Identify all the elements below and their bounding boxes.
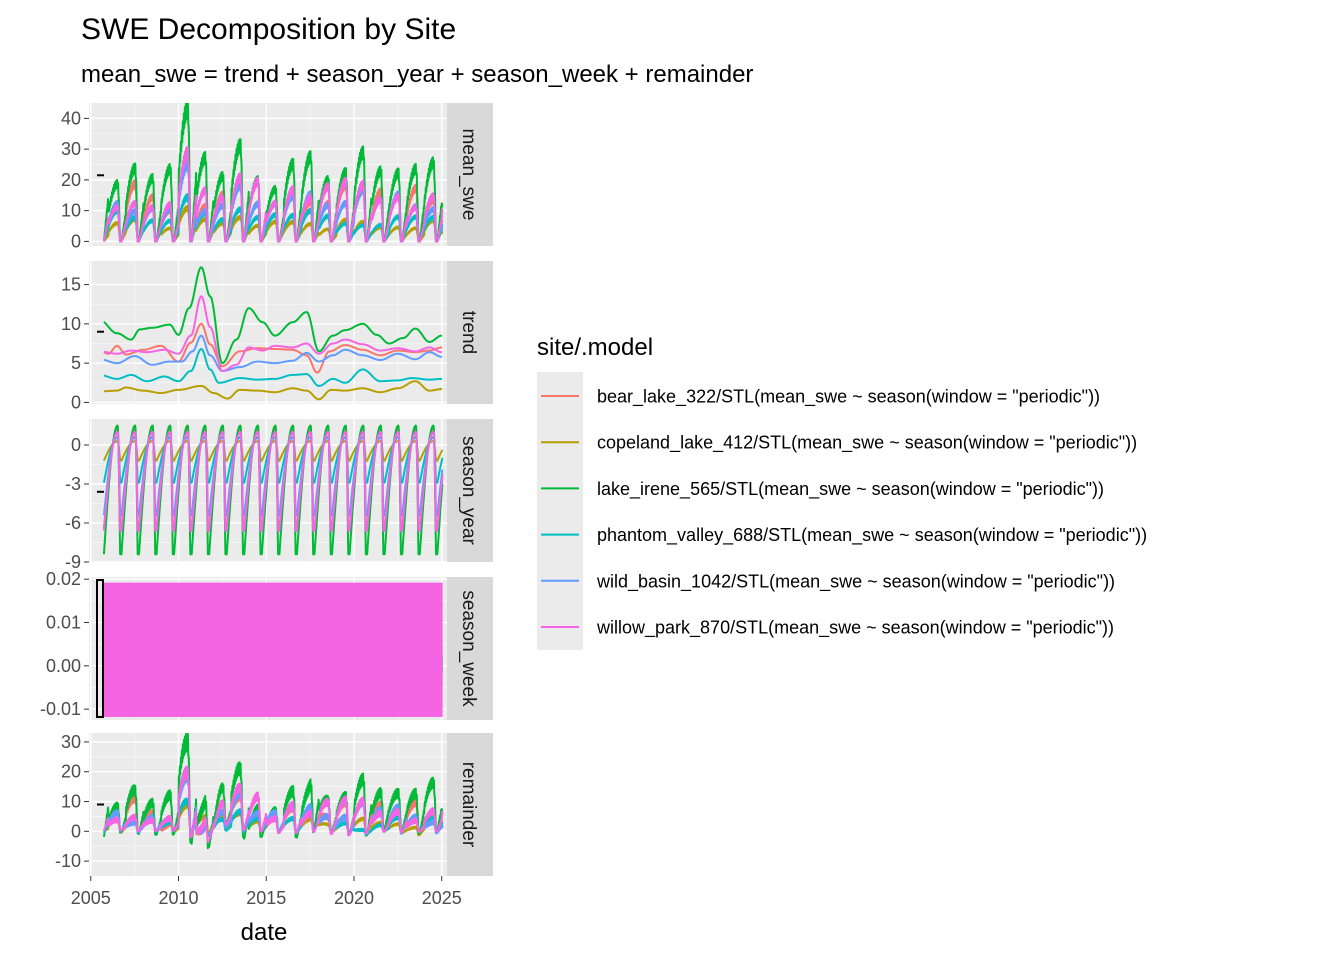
series-lines [102,733,444,850]
y-tick-label: 10 [61,201,81,221]
y-tick-label: -10 [55,851,81,871]
y-tick-label: 0 [71,435,81,455]
series-line-1 [103,380,443,401]
y-tick-label: 10 [61,314,81,334]
legend-item-label: bear_lake_322/STL(mean_swe ~ season(wind… [597,387,1100,408]
y-tick-label: 0.00 [46,656,81,676]
y-tick-label: 0.02 [46,569,81,589]
x-tick-label: 2025 [422,888,462,908]
y-tick-label: 10 [61,792,81,812]
y-tick-label: 30 [61,732,81,752]
x-tick-label: 2010 [158,888,198,908]
facet-remainder: -10 0 10 20 30 remainder [55,732,493,876]
y-tick-label: 0 [71,821,81,841]
strip-background [447,103,493,246]
legend-item-label: willow_park_870/STL(mean_swe ~ season(wi… [596,618,1114,639]
strip-background [447,733,493,876]
y-tick-label: -9 [65,552,81,572]
y-tick-label: 20 [61,170,81,190]
y-tick-label: 5 [71,353,81,373]
y-tick-label: 20 [61,762,81,782]
x-axis-label: date [241,919,288,946]
y-tick-label: 30 [61,139,81,159]
facet-trend: 0 5 10 15 trend [61,261,493,412]
panel-background [89,733,447,876]
series-line-4 [103,334,443,372]
y-tick-label: -3 [65,474,81,494]
strip-background [447,261,493,404]
legend-item-label: phantom_valley_688/STL(mean_swe ~ season… [597,525,1147,546]
facet-season-week: -0.01 0.00 0.01 0.02 season_week [40,569,493,720]
y-tick-label: 40 [61,108,81,128]
series-lines [102,424,444,556]
series-line-5 [103,295,443,372]
series-line-0 [103,322,443,374]
strip-label: remainder [458,762,479,848]
x-axis: 2005 2010 2015 2020 2025 [71,876,462,908]
strip-background [447,419,493,562]
legend-keys-background [537,372,583,650]
legend-title: site/.model [537,334,653,361]
x-tick-label: 2020 [334,888,374,908]
series-line-5 [102,146,444,243]
chart-subtitle: mean_swe = trend + season_year + season_… [81,61,753,88]
strip-label: mean_swe [458,129,479,221]
strip-label: trend [458,311,479,354]
y-tick-label: 0 [71,392,81,412]
interval-marker [96,579,104,718]
series-band-5 [103,582,443,717]
strip-background [447,577,493,720]
y-tick-label: -6 [65,513,81,533]
series-line-1 [103,440,444,462]
series-lines [103,582,443,717]
series-line-2 [103,266,443,365]
x-tick-label: 2005 [71,888,111,908]
legend: site/.model bear_lake_322/STL(mean_swe ~… [537,334,1147,650]
series-line-2 [102,424,444,556]
legend-item-label: wild_basin_1042/STL(mean_swe ~ season(wi… [596,571,1115,592]
series-lines [102,103,444,243]
x-tick-label: 2015 [246,888,286,908]
series-lines [103,266,443,401]
series-line-5 [102,765,444,843]
legend-item-label: lake_irene_565/STL(mean_swe ~ season(win… [597,479,1104,500]
facet-panels: 0 10 20 30 40 mean_swe 0 5 10 15 trend -9 -6 -3 0 seaso… [40,103,493,876]
series-line-3 [103,348,443,387]
chart-title: SWE Decomposition by Site [81,13,456,46]
facet-season-year: -9 -6 -3 0 season_year [65,419,493,572]
strip-label: season_year [458,436,479,545]
facet-mean-swe: 0 10 20 30 40 mean_swe [61,103,493,251]
y-tick-label: -0.01 [40,699,81,719]
y-tick-label: 15 [61,275,81,295]
y-tick-label: 0.01 [46,613,81,633]
legend-item-label: copeland_lake_412/STL(mean_swe ~ season(… [597,433,1137,454]
series-line-5 [102,431,444,532]
strip-label: season_week [458,590,479,707]
y-tick-label: 0 [71,231,81,251]
